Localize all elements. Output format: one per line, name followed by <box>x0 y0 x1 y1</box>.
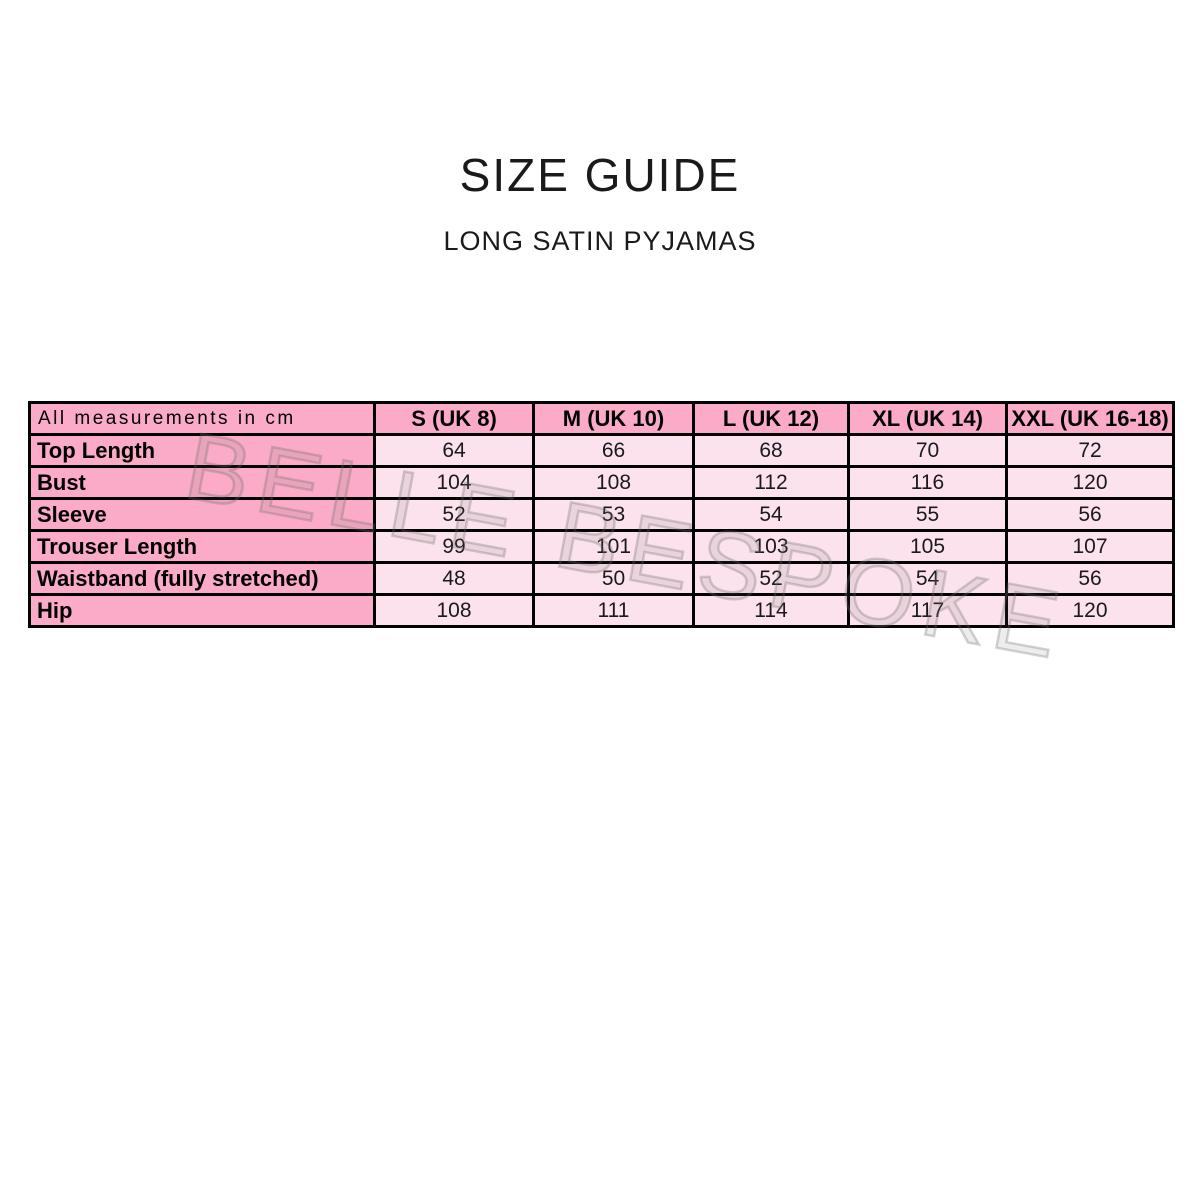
size-value-cell: 99 <box>373 529 535 564</box>
column-header-xl: XL (UK 14) <box>847 401 1008 436</box>
size-table: All measurements in cm S (UK 8) M (UK 10… <box>28 401 1175 628</box>
size-value-cell: 111 <box>532 593 695 628</box>
column-header-m: M (UK 10) <box>532 401 695 436</box>
page-title: SIZE GUIDE <box>459 149 741 201</box>
size-value-cell: 50 <box>532 561 695 596</box>
size-value-cell: 70 <box>847 433 1008 468</box>
size-value-cell: 117 <box>847 593 1008 628</box>
size-value-cell: 56 <box>1005 561 1175 596</box>
column-header-xxl: XXL (UK 16-18) <box>1005 401 1175 436</box>
size-value-cell: 72 <box>1005 433 1175 468</box>
row-label: Trouser Length <box>28 529 376 564</box>
table-row-waistband: Waistband (fully stretched) 48 50 52 54 … <box>28 561 1175 596</box>
size-value-cell: 52 <box>373 497 535 532</box>
table-row-top-length: Top Length 64 66 68 70 72 <box>28 433 1175 468</box>
table-row-hip: Hip 108 111 114 117 120 <box>28 593 1175 628</box>
size-value-cell: 101 <box>532 529 695 564</box>
size-value-cell: 108 <box>532 465 695 500</box>
size-value-cell: 53 <box>532 497 695 532</box>
size-value-cell: 120 <box>1005 465 1175 500</box>
size-value-cell: 120 <box>1005 593 1175 628</box>
row-label: Top Length <box>28 433 376 468</box>
size-value-cell: 55 <box>847 497 1008 532</box>
size-value-cell: 52 <box>692 561 850 596</box>
size-value-cell: 107 <box>1005 529 1175 564</box>
size-value-cell: 112 <box>692 465 850 500</box>
row-label: Hip <box>28 593 376 628</box>
size-value-cell: 68 <box>692 433 850 468</box>
size-value-cell: 103 <box>692 529 850 564</box>
row-label: Bust <box>28 465 376 500</box>
size-value-cell: 54 <box>847 561 1008 596</box>
size-value-cell: 108 <box>373 593 535 628</box>
size-value-cell: 105 <box>847 529 1008 564</box>
size-value-cell: 54 <box>692 497 850 532</box>
page-subtitle: LONG SATIN PYJAMAS <box>443 226 757 256</box>
size-value-cell: 48 <box>373 561 535 596</box>
table-row-trouser-length: Trouser Length 99 101 103 105 107 <box>28 529 1175 564</box>
row-label: Sleeve <box>28 497 376 532</box>
table-row-sleeve: Sleeve 52 53 54 55 56 <box>28 497 1175 532</box>
size-value-cell: 104 <box>373 465 535 500</box>
size-value-cell: 56 <box>1005 497 1175 532</box>
size-value-cell: 66 <box>532 433 695 468</box>
row-label: Waistband (fully stretched) <box>28 561 376 596</box>
corner-label-cell: All measurements in cm <box>28 401 376 436</box>
size-table-wrapper: All measurements in cm S (UK 8) M (UK 10… <box>28 401 1175 681</box>
size-value-cell: 114 <box>692 593 850 628</box>
size-value-cell: 116 <box>847 465 1008 500</box>
size-value-cell: 64 <box>373 433 535 468</box>
table-row-bust: Bust 104 108 112 116 120 <box>28 465 1175 500</box>
column-header-l: L (UK 12) <box>692 401 850 436</box>
header-row: All measurements in cm S (UK 8) M (UK 10… <box>28 401 1175 436</box>
column-header-s: S (UK 8) <box>373 401 535 436</box>
